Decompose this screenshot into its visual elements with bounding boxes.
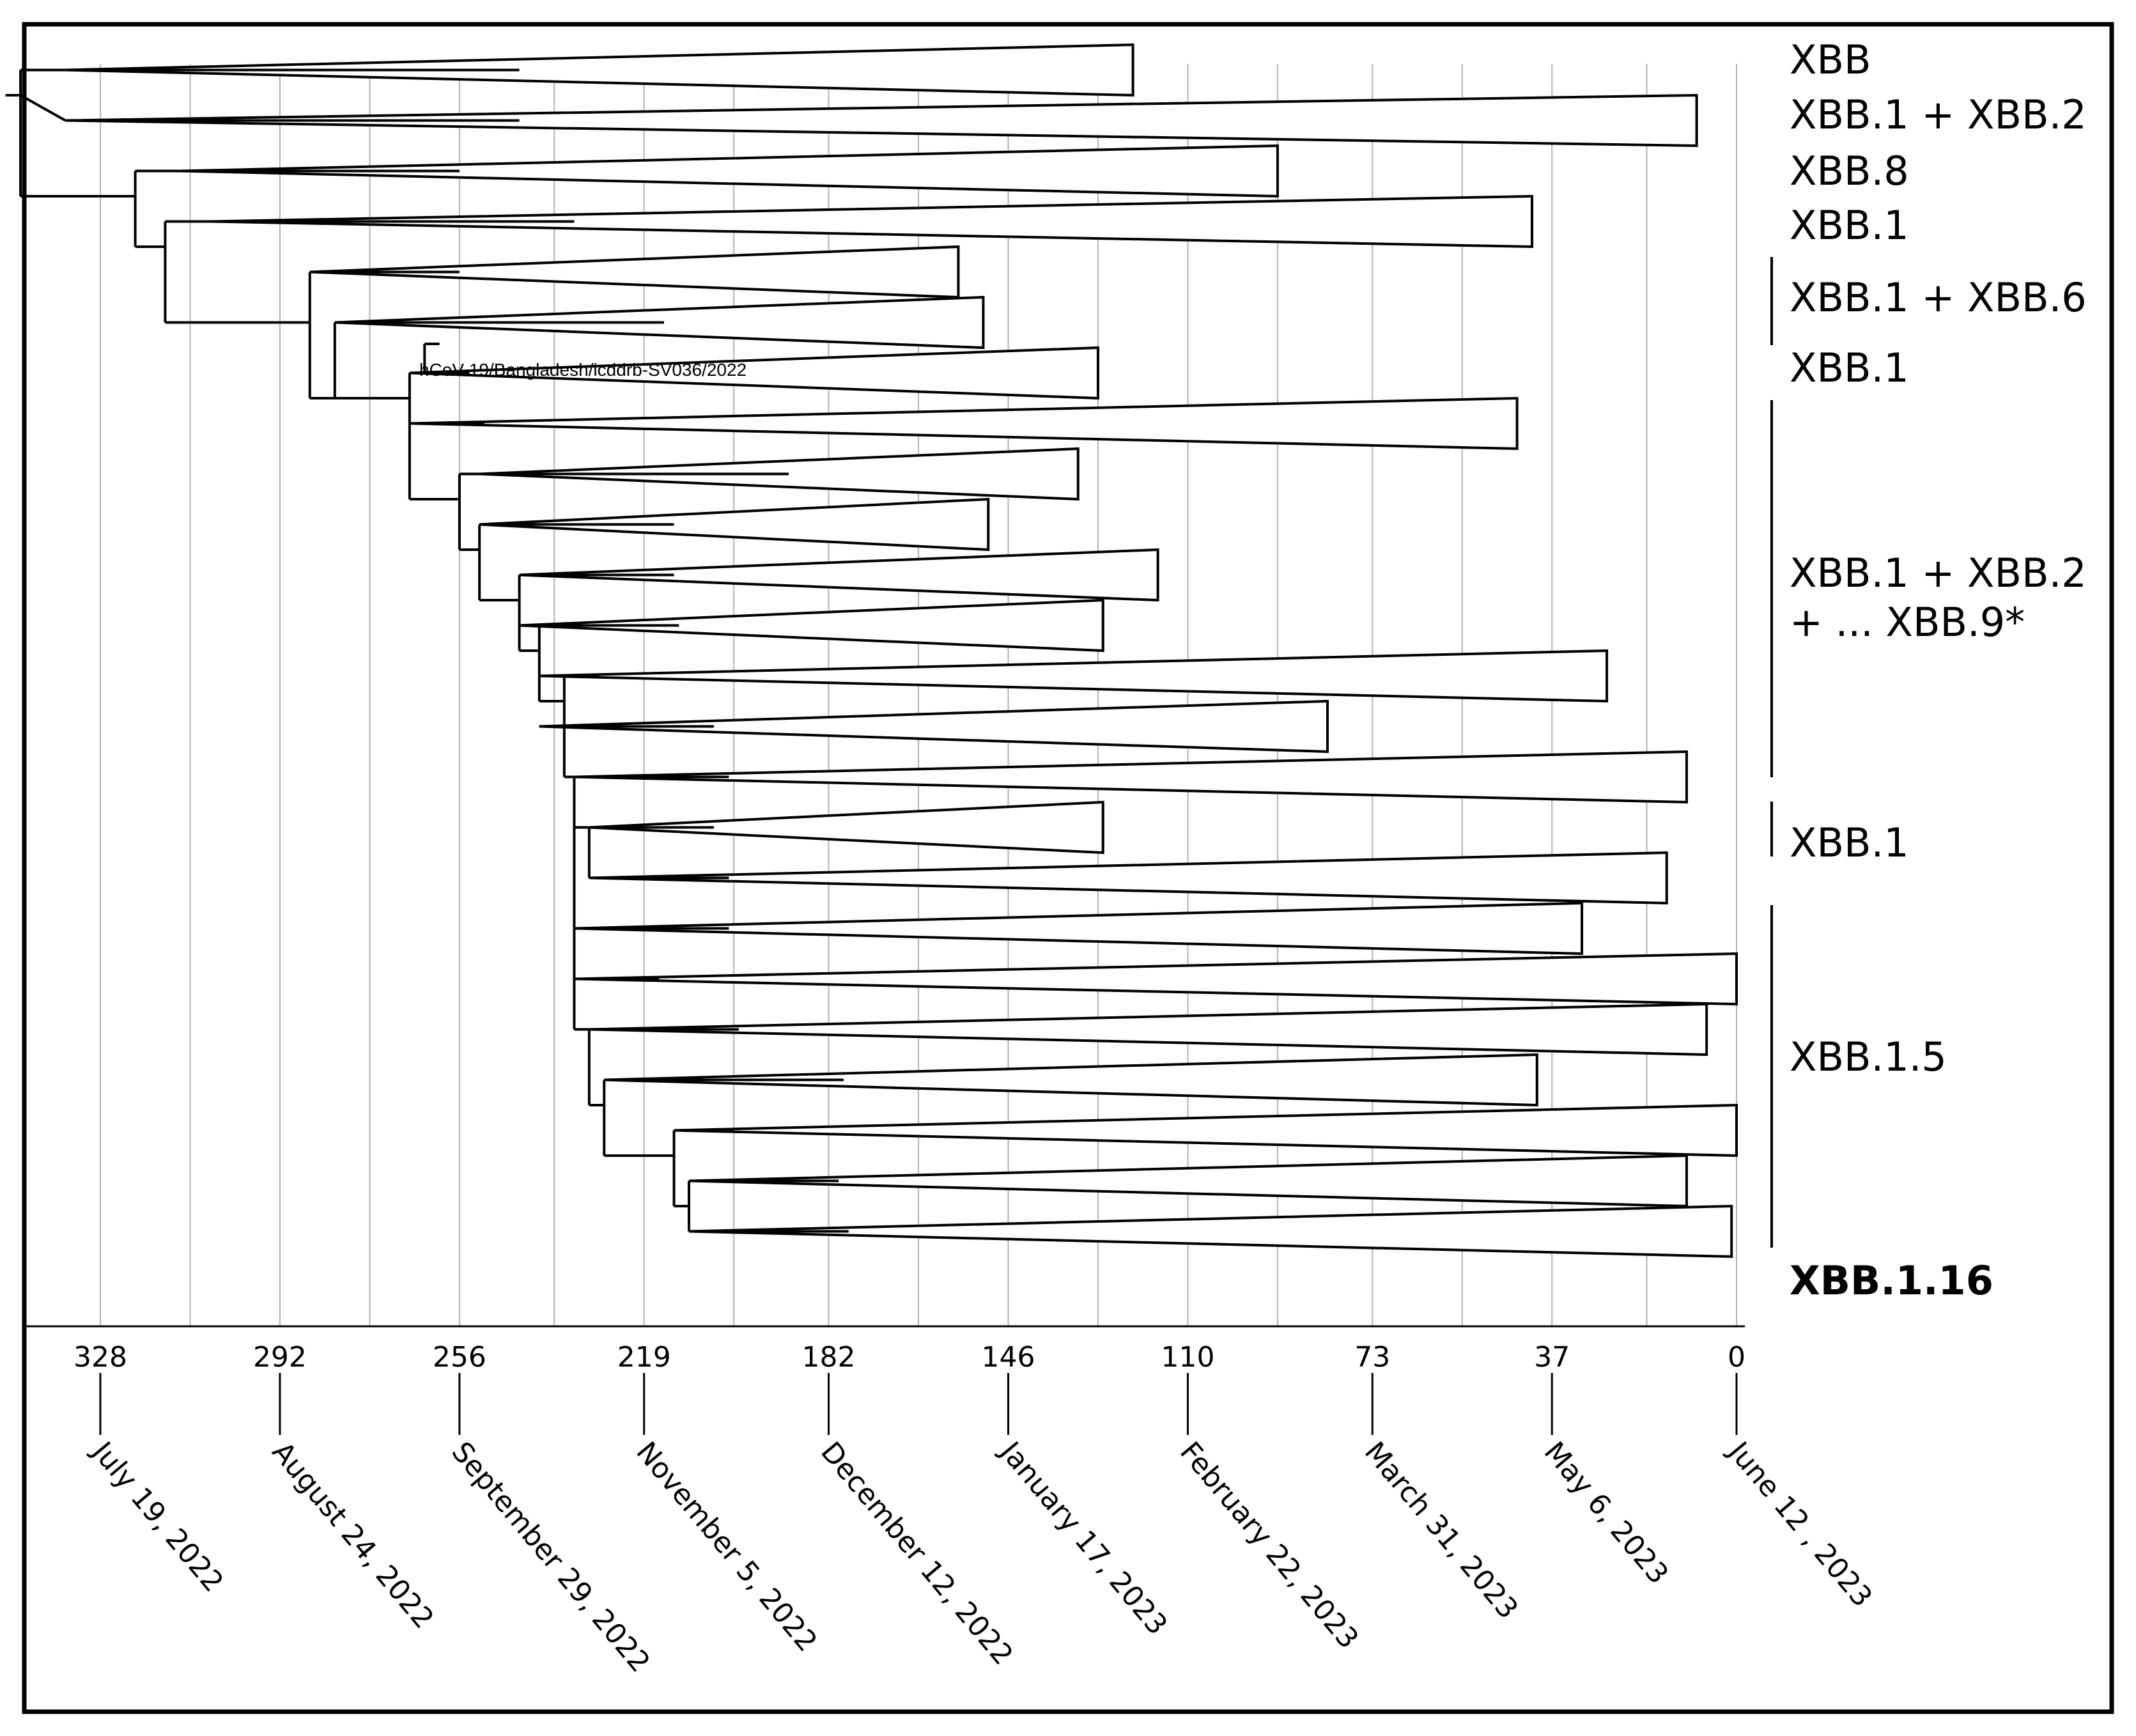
tree-branch-3 — [20, 94, 66, 122]
clade-triangle-11 — [519, 598, 1104, 653]
clade-label-xbb1-b: XBB.1 — [1790, 345, 1909, 391]
axis-tick-label-256: 256 — [433, 1341, 486, 1374]
clade-triangle-9 — [479, 497, 990, 552]
clade-triangle-22 — [688, 1154, 1688, 1208]
clade-triangle-13 — [539, 699, 1329, 754]
axis-tick-label-73: 73 — [1354, 1341, 1390, 1374]
axis-tick-label-110: 110 — [1161, 1341, 1214, 1374]
clade-triangle-0 — [65, 43, 1134, 97]
axis-tick-label-292: 292 — [253, 1341, 307, 1374]
clade-triangle-12 — [539, 649, 1609, 703]
clade-triangle-6 — [409, 346, 1099, 400]
clade-label-xbb1-c: XBB.1 — [1790, 819, 1909, 866]
clade-label-xbb: XBB — [1790, 36, 1871, 83]
clade-label-xbb1-xbb2: XBB.1 + XBB.2 — [1790, 91, 2087, 138]
axis-tick-label-146: 146 — [981, 1341, 1035, 1374]
collapsed-clades — [65, 43, 1738, 1259]
axis-tick-label-182: 182 — [801, 1341, 855, 1374]
clade-labels: XBB XBB.1 + XBB.2 XBB.8 XBB.1 XBB.1 + XB… — [1790, 36, 2087, 1304]
axis-tick-label-37: 37 — [1534, 1341, 1570, 1374]
leaf-label: hCoV-19/Bangladesh/icddrb-SV036/2022 — [419, 360, 747, 380]
clade-triangle-17 — [574, 901, 1584, 956]
clade-label-xbb15: XBB.1.5 — [1790, 1034, 1947, 1080]
clade-triangle-1 — [65, 93, 1698, 148]
clade-triangle-3 — [210, 194, 1533, 249]
clade-triangle-19 — [589, 1002, 1708, 1057]
clade-triangle-10 — [519, 548, 1159, 602]
tree-branches — [5, 68, 690, 1232]
clade-triangle-2 — [180, 144, 1279, 198]
clade-triangle-18 — [574, 952, 1738, 1006]
clade-label-xbb1-xbb2-line2: + ... XBB.9* — [1790, 599, 2025, 646]
clade-triangle-4 — [309, 245, 960, 299]
clade-triangle-23 — [688, 1204, 1733, 1259]
axis-tick-label-0: 0 — [1728, 1341, 1745, 1374]
clade-label-xbb1-xbb6: XBB.1 + XBB.6 — [1790, 274, 2087, 321]
clade-label-xbb1-xbb2-line1: XBB.1 + XBB.2 — [1790, 550, 2087, 596]
axis-tick-label-219: 219 — [617, 1341, 671, 1374]
clade-triangle-7 — [409, 396, 1519, 451]
clade-triangle-20 — [604, 1053, 1538, 1107]
clade-label-xbb116: XBB.1.16 — [1790, 1257, 1993, 1304]
axis-tick-label-328: 328 — [74, 1341, 127, 1374]
clade-label-xbb8: XBB.8 — [1790, 148, 1909, 194]
clade-triangle-15 — [589, 800, 1104, 855]
clade-triangle-16 — [589, 851, 1668, 905]
clade-triangle-21 — [674, 1103, 1738, 1158]
clade-triangle-14 — [574, 750, 1688, 804]
clade-label-xbb1-a: XBB.1 — [1790, 202, 1909, 249]
